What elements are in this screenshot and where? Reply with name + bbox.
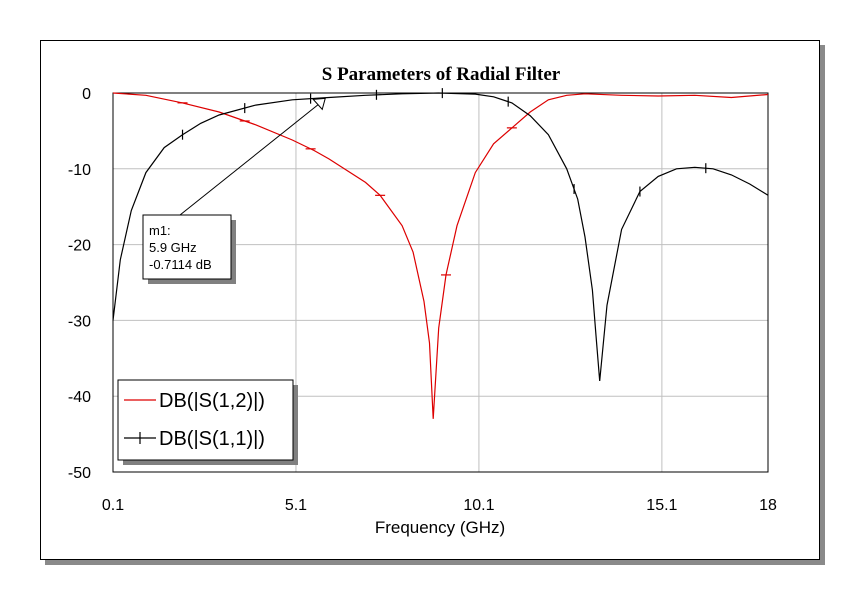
y-tick-label: -20 xyxy=(68,238,91,255)
legend-label-1: DB(|S(1,2)|) xyxy=(159,390,265,412)
y-tick-label: -10 xyxy=(68,162,91,179)
x-axis: 0.1 5.1 10.1 15.1 18 xyxy=(102,497,777,514)
x-tick-label: 5.1 xyxy=(285,497,307,514)
y-tick-label: -30 xyxy=(68,313,91,330)
x-tick-label: 0.1 xyxy=(102,497,124,514)
marker-arrowhead xyxy=(312,97,326,111)
legend-box xyxy=(117,379,294,461)
chart-frame xyxy=(40,40,820,560)
chart-title: S Parameters of Radial Filter xyxy=(322,64,561,85)
y-tick-label: -40 xyxy=(68,389,91,406)
marker-value: -0.7114 dB xyxy=(149,257,212,272)
series-line-1 xyxy=(112,92,769,419)
marker-box xyxy=(142,214,232,280)
x-tick-label: 18 xyxy=(759,497,777,514)
x-tick-label: 10.1 xyxy=(463,497,494,514)
marker-frequency: 5.9 GHz xyxy=(149,240,197,255)
legend: DB(|S(1,2)|) DB(|S(1,1)|) xyxy=(117,379,298,465)
marker-name: m1: xyxy=(149,223,171,238)
x-axis-label: Frequency (GHz) xyxy=(375,518,505,537)
y-axis: 0 -10 -20 -30 -40 -50 xyxy=(68,86,91,482)
y-tick-label: 0 xyxy=(82,86,91,103)
series-layer xyxy=(112,88,769,419)
series-line-2 xyxy=(112,92,769,382)
y-tick-label: -50 xyxy=(68,465,91,482)
legend-label-2: DB(|S(1,1)|) xyxy=(159,428,265,450)
x-tick-label: 15.1 xyxy=(646,497,677,514)
marker-layer: m1: 5.9 GHz -0.7114 dB xyxy=(142,97,326,284)
marker-leader-line xyxy=(179,101,323,216)
